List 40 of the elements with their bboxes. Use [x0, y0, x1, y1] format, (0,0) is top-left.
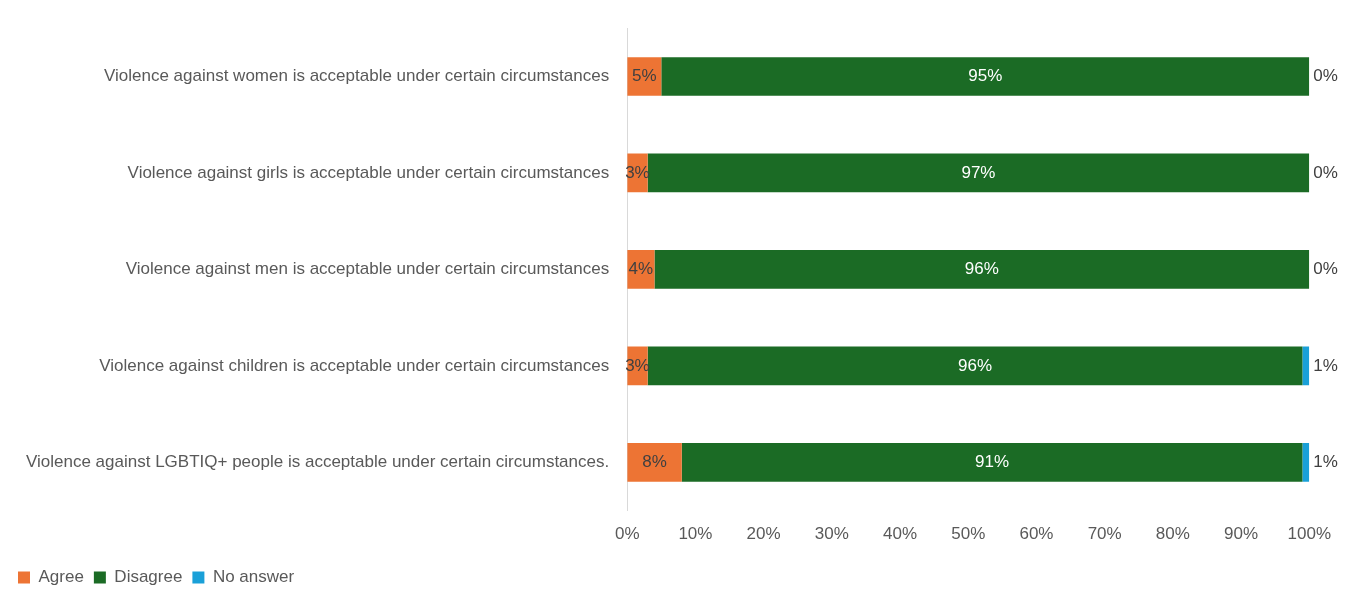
x-tick-label: 0%: [614, 524, 640, 544]
x-tick-label: 40%: [883, 524, 918, 544]
bar: [661, 57, 1310, 96]
x-tick-label: 60%: [1019, 524, 1054, 544]
x-tick-label: 10%: [678, 524, 713, 544]
data-label: 0%: [1313, 66, 1338, 86]
data-label: 96%: [958, 355, 993, 375]
bar: [627, 443, 682, 482]
bar: [647, 346, 1303, 386]
legend-label: No answer: [212, 567, 295, 587]
data-label: 4%: [628, 259, 654, 279]
data-label: 8%: [642, 452, 667, 472]
y-tick-label: Violence against LGBTIQ+ people is acceptable under certain circumstances.: [25, 452, 610, 472]
legend-label: Disagree: [114, 567, 183, 587]
y-tick-label: Violence against children is acceptable under certain circumstances: [99, 355, 610, 375]
y-tick-label: Violence against women is acceptable under certain circumstances: [103, 66, 610, 86]
data-label: 0%: [1313, 259, 1338, 279]
data-label: 5%: [631, 66, 657, 86]
x-tick-label: 20%: [746, 524, 781, 544]
legend-label: Agree: [38, 567, 84, 587]
bar: [654, 250, 1310, 289]
x-tick-label: 90%: [1224, 524, 1259, 544]
bar: [681, 443, 1303, 482]
data-label: 96%: [964, 259, 999, 279]
bar: [1302, 346, 1310, 386]
x-tick-label: 70%: [1087, 524, 1122, 544]
x-tick-label: 50%: [951, 524, 986, 544]
data-label: 97%: [961, 162, 996, 182]
data-label: 1%: [1313, 452, 1338, 472]
bar: [1302, 443, 1310, 482]
x-tick-label: 80%: [1155, 524, 1190, 544]
data-label: 1%: [1313, 355, 1338, 375]
x-tick-label: 30%: [814, 524, 849, 544]
data-label: 0%: [1313, 162, 1338, 182]
bar: [647, 153, 1310, 193]
y-tick-label: Violence against girls is acceptable under certain circumstances: [127, 162, 610, 182]
y-tick-label: Violence against men is acceptable under certain circumstances: [125, 259, 610, 279]
x-tick-label: 100%: [1287, 524, 1331, 544]
data-label: 95%: [968, 66, 1003, 86]
data-label: 91%: [975, 452, 1010, 472]
